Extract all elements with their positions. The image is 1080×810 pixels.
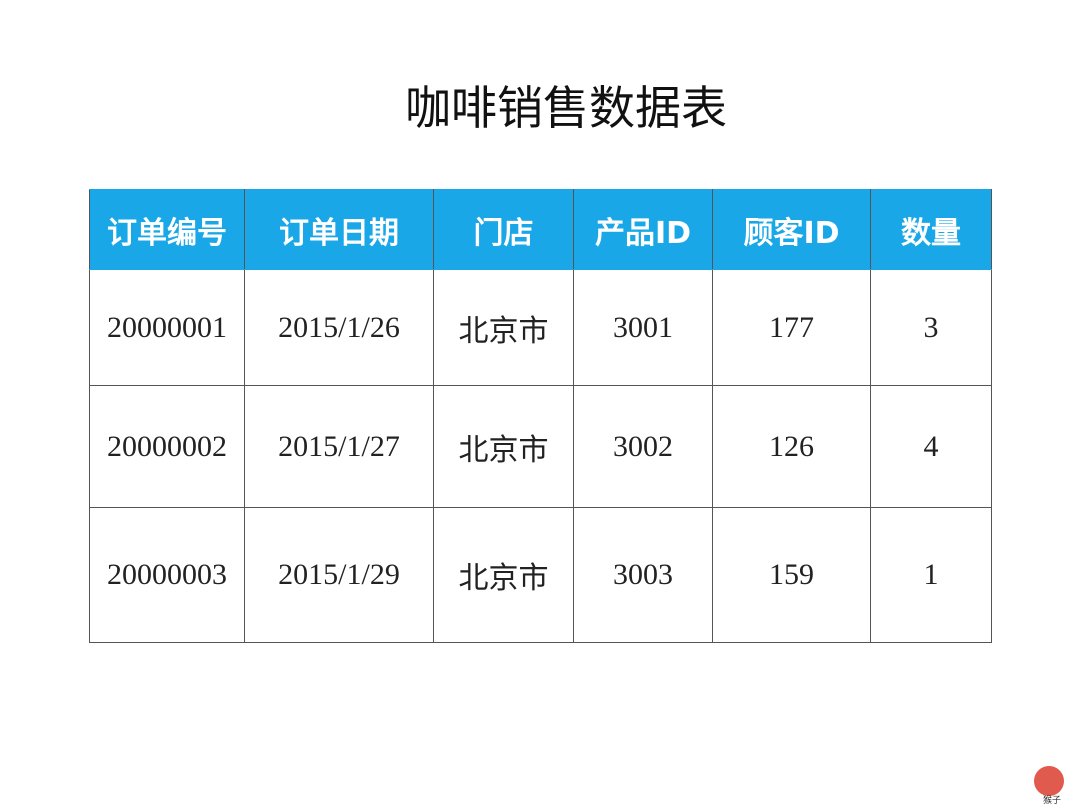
table-body: 20000001 2015/1/26 北京市 3001 177 3 20000002 2015… <box>89 269 992 643</box>
logo-text: 猴子 <box>1042 796 1061 806</box>
header-cell: 订单日期 <box>244 189 434 270</box>
title: 咖啡销售数据表 <box>405 81 727 135</box>
table-cell: 159 <box>712 507 871 643</box>
table-row: 20000003 2015/1/29 北京市 3003 159 1 <box>89 507 992 643</box>
table-cell: 20000003 <box>89 507 245 643</box>
logo-icon <box>1034 766 1064 796</box>
table-cell: 3001 <box>573 269 713 386</box>
logo: 猴子 <box>1032 766 1066 806</box>
table-cell: 北京市 <box>433 507 574 643</box>
table-cell: 3002 <box>573 385 713 508</box>
table-cell: 177 <box>712 269 871 386</box>
header-cell: 数量 <box>870 189 992 270</box>
table-cell: 1 <box>870 507 992 643</box>
header-cell: 顾客ID <box>712 189 871 270</box>
header-cell: 门店 <box>433 189 574 270</box>
table-row: 20000002 2015/1/27 北京市 3002 126 4 <box>89 385 992 508</box>
table-cell: 20000002 <box>89 385 245 508</box>
table-cell: 北京市 <box>433 385 574 508</box>
table-cell: 126 <box>712 385 871 508</box>
table-cell: 2015/1/26 <box>244 269 434 386</box>
header-cell: 订单编号 <box>89 189 245 270</box>
header-row: 订单编号 订单日期 门店 产品ID 顾客ID 数量 <box>89 189 992 270</box>
table-cell: 3003 <box>573 507 713 643</box>
table-row: 20000001 2015/1/26 北京市 3001 177 3 <box>89 269 992 386</box>
table-cell: 3 <box>870 269 992 386</box>
table-cell: 2015/1/27 <box>244 385 434 508</box>
table-cell: 4 <box>870 385 992 508</box>
table-cell: 2015/1/29 <box>244 507 434 643</box>
table-cell: 20000001 <box>89 269 245 386</box>
data-table: 订单编号 订单日期 门店 产品ID 顾客ID 数量 20000001 2015/1/26 北京… <box>89 189 992 643</box>
table-cell: 北京市 <box>433 269 574 386</box>
header-cell: 产品ID <box>573 189 713 270</box>
